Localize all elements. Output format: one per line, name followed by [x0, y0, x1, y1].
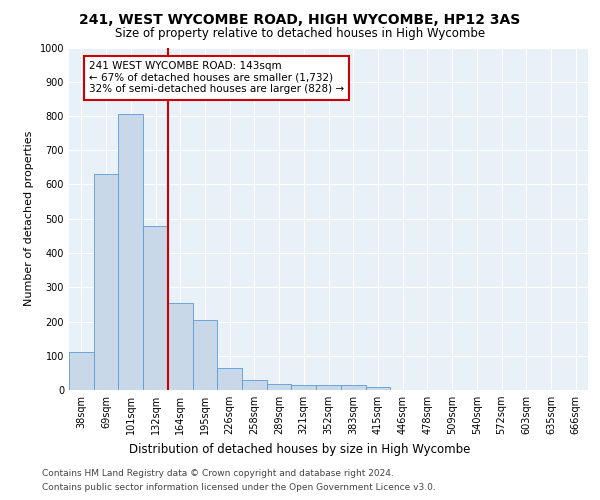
Bar: [365, 386, 390, 390]
Bar: [341, 385, 365, 390]
Text: 241 WEST WYCOMBE ROAD: 143sqm
← 67% of detached houses are smaller (1,732)
32% o: 241 WEST WYCOMBE ROAD: 143sqm ← 67% of d…: [89, 61, 344, 94]
Bar: [69, 352, 94, 390]
Bar: [292, 385, 316, 390]
Bar: [242, 380, 267, 390]
Text: 241, WEST WYCOMBE ROAD, HIGH WYCOMBE, HP12 3AS: 241, WEST WYCOMBE ROAD, HIGH WYCOMBE, HP…: [79, 12, 521, 26]
Text: Distribution of detached houses by size in High Wycombe: Distribution of detached houses by size …: [130, 442, 470, 456]
Bar: [267, 384, 292, 390]
Bar: [168, 302, 193, 390]
Bar: [118, 114, 143, 390]
Text: Contains public sector information licensed under the Open Government Licence v3: Contains public sector information licen…: [42, 484, 436, 492]
Text: Contains HM Land Registry data © Crown copyright and database right 2024.: Contains HM Land Registry data © Crown c…: [42, 469, 394, 478]
Bar: [143, 226, 168, 390]
Y-axis label: Number of detached properties: Number of detached properties: [24, 131, 34, 306]
Bar: [193, 320, 217, 390]
Bar: [217, 368, 242, 390]
Bar: [316, 385, 341, 390]
Text: Size of property relative to detached houses in High Wycombe: Size of property relative to detached ho…: [115, 28, 485, 40]
Bar: [94, 174, 118, 390]
